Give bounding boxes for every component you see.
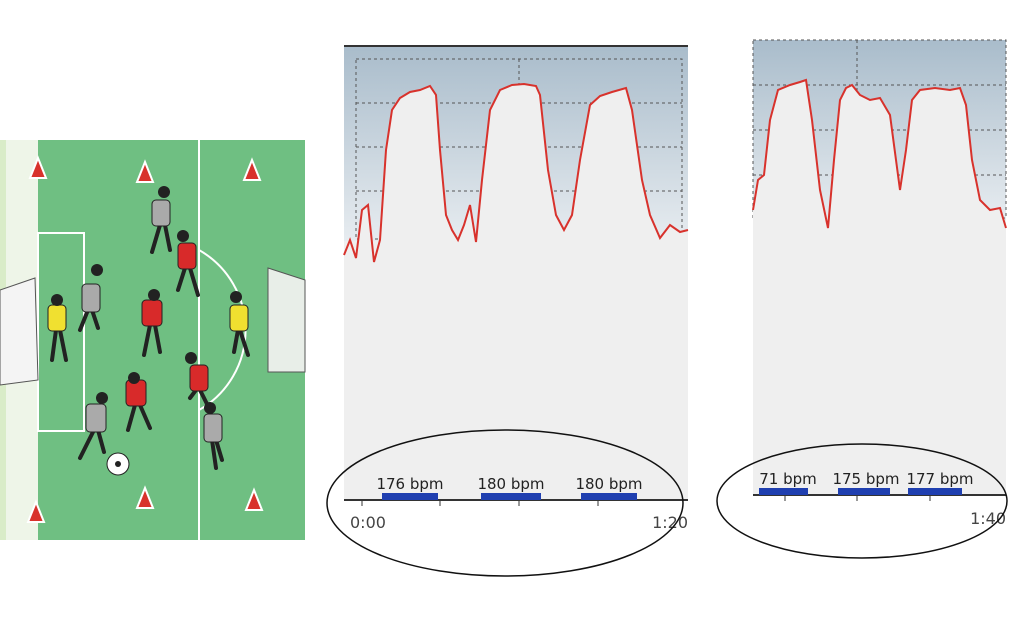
time-label: 1:40 [970,509,1006,528]
bpm-label: 175 bpm [832,470,899,488]
heart-rate-panel: 176 bpm 180 bpm 180 bpm 0:00 1:20 [326,45,689,577]
time-label: 0:00 [350,513,386,532]
time-label: 1:20 [652,513,688,532]
bpm-label: 180 bpm [575,475,642,493]
bpm-label: 176 bpm [376,475,443,493]
bpm-label: 71 bpm [759,470,817,488]
bpm-label: 180 bpm [477,475,544,493]
soccer-field [0,140,306,540]
heart-rate-panel: 71 bpm 175 bpm 177 bpm 1:40 [716,39,1008,559]
bpm-label: 177 bpm [906,470,973,488]
